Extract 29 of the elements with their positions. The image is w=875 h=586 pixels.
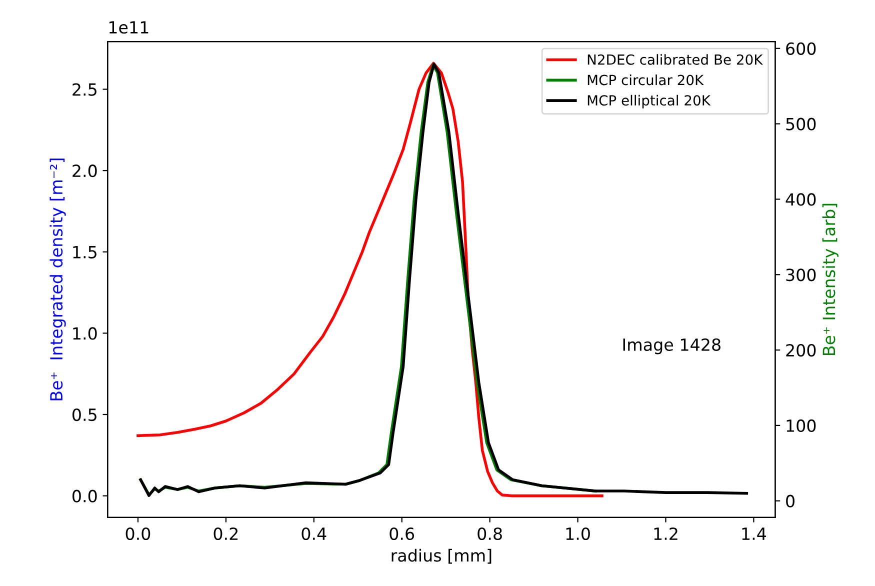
y-tick-label: 0.0	[72, 490, 97, 502]
x-tick-label: 0.2	[214, 527, 238, 540]
y2-axis-title: Be⁺ Intensity [arb]	[822, 204, 838, 356]
y-tick-label: 0.5	[72, 408, 96, 422]
legend-label: MCP elliptical 20K	[588, 94, 711, 108]
y2-tick-label: 600	[786, 42, 816, 55]
text: 1e11	[109, 21, 148, 34]
y-tick-label: 2.0	[72, 164, 97, 178]
y-tick-label: 1.5	[73, 246, 96, 258]
y-axis-title: Be⁺ Integrated density [m⁻²]	[50, 158, 66, 400]
y2-tick-label: 500	[786, 118, 816, 130]
legend-label: N2DEC calibrated Be 20K	[588, 54, 764, 65]
x-tick-label: 1.4	[742, 528, 766, 540]
annotation: Image 1428	[623, 338, 720, 354]
x-tick-label: 0.8	[478, 527, 502, 540]
legend-label: MCP circular 20K	[588, 74, 704, 86]
y2-tick-label: 100	[786, 419, 816, 432]
y2-tick-label: 0	[786, 494, 794, 508]
x-tick-label: 0.6	[390, 527, 414, 540]
x-tick-label: 1.2	[654, 527, 678, 540]
y2-tick-label: 300	[786, 268, 816, 282]
y2-tick-label: 200	[786, 344, 816, 357]
x-tick-label: 0.4	[302, 527, 326, 540]
x-tick-label: 1.0	[566, 527, 590, 540]
y2-tick-label: 400	[786, 193, 816, 206]
y-tick-label: 1.0	[73, 327, 97, 340]
x-axis-title: radius [mm]	[392, 548, 492, 564]
y-tick-label: 2.5	[72, 83, 96, 96]
x-tick-label: 0.0	[126, 527, 150, 540]
